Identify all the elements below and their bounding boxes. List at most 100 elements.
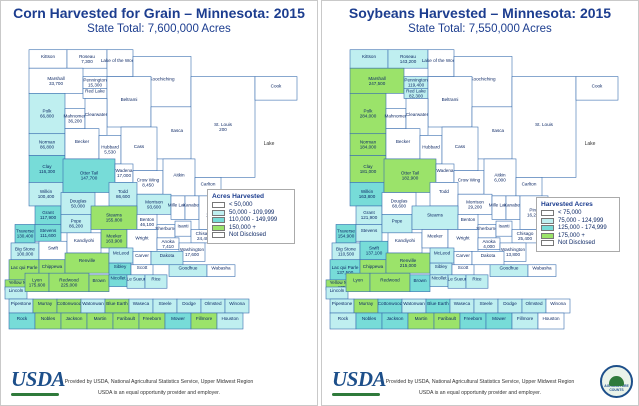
county-value-label: 100,000	[17, 251, 34, 256]
county-name-label: Traverse	[16, 229, 34, 234]
county-name-label: Wright	[135, 235, 149, 240]
county-nobles: Nobles	[355, 312, 383, 330]
county-name-label: Dakota	[481, 253, 496, 258]
county-value-label: 163,800	[359, 194, 376, 199]
county-shape	[254, 76, 298, 101]
county-shape	[527, 264, 557, 277]
county-rice: Rice	[465, 274, 489, 289]
county-name-label: Dodge	[503, 301, 517, 306]
county-name-label: Wadena	[437, 168, 454, 173]
county-name-label: Chisago	[196, 231, 213, 236]
county-name-label: Anoka	[482, 239, 495, 244]
county-value-label: 17,000	[117, 173, 131, 178]
county-value-label: 16,200	[527, 213, 541, 218]
county-shape	[162, 158, 196, 197]
county-name-label: Kandiyohi	[395, 238, 415, 243]
county-name-label: Meeker	[427, 234, 443, 239]
county-name-label: Stearns	[106, 213, 123, 218]
county-name-label: Rice	[472, 277, 482, 282]
county-name-label: Waseca	[454, 301, 471, 306]
county-value-label: 6,000	[494, 177, 506, 182]
county-martin: Martin	[407, 312, 435, 330]
county-name-label: Dakota	[160, 253, 175, 258]
county-lincoln: Lincoln	[4, 286, 28, 300]
county-faribault: Faribault	[112, 312, 140, 330]
county-name-label: Becker	[396, 139, 411, 144]
county-name-label: Jackson	[66, 316, 83, 321]
county-name-label: Becker	[75, 139, 90, 144]
county-value-label: 46,100	[140, 222, 154, 227]
county-name-label: Le Sueur	[127, 277, 146, 282]
county-jackson: Jackson	[381, 312, 409, 330]
corn-footer-provided: Provided by USDA, National Agricultural …	[64, 379, 254, 385]
county-name-label: Lyon	[353, 277, 363, 282]
county-name-label: Waseca	[133, 301, 150, 306]
county-name-label: Koochiching	[470, 77, 495, 82]
county-value-label: 147,700	[81, 176, 98, 181]
county-becker: Becker	[385, 128, 421, 160]
county-carver: Carver	[132, 251, 152, 266]
county-name-label: Goodhue	[500, 266, 519, 271]
soybean-footer-provided: Provided by USDA, National Agricultural …	[385, 379, 575, 385]
corn-legend-item: 110,000 - 149,999	[212, 217, 290, 223]
county-stevens: Stevens	[355, 224, 383, 242]
county-todd: Todd	[429, 182, 459, 207]
county-winona: Winona	[545, 298, 571, 314]
county-redwood: Redwood	[369, 272, 411, 292]
county-name-label: Pennington	[83, 77, 107, 82]
county-murray: Murray	[353, 298, 379, 314]
county-value-label: 182,900	[402, 176, 419, 181]
county-value-label: 137,500	[337, 270, 354, 275]
soybean-legend-item: Not Disclosed	[541, 240, 615, 246]
county-becker: Becker	[64, 128, 100, 160]
county-name-label: Cass	[455, 144, 466, 149]
county-pipestone: Pipestone	[329, 298, 355, 314]
county-name-label: Norman	[360, 140, 377, 145]
county-shape	[28, 93, 66, 135]
county-name-label: Aitkin	[173, 172, 185, 177]
county-name-label: Pine	[529, 208, 539, 213]
county-mahnomen: Mahnomen	[385, 108, 408, 129]
county-value-label: 25,400	[518, 236, 532, 241]
county-name-label: Roseau	[400, 54, 416, 59]
county-name-label: Winona	[229, 301, 245, 306]
county-wabasha: Wabasha	[206, 264, 236, 277]
county-value-label: 100,400	[38, 194, 55, 199]
county-shape	[465, 274, 489, 289]
soybean-state-total: State Total: 7,550,000 Acres	[408, 23, 552, 35]
county-name-label: Otter Tail	[401, 171, 419, 176]
county-name-label: Cook	[592, 83, 603, 88]
county-value-label: 17,600	[185, 252, 199, 257]
county-name-label: McLeod	[113, 251, 130, 256]
county-value-label: 4,000	[483, 244, 495, 249]
county-shape	[575, 76, 619, 101]
usda-logo: USDA	[332, 367, 387, 391]
county-name-label: Renville	[400, 258, 417, 263]
county-lake-of-the-woods: Lake of the Woods	[101, 49, 140, 77]
county-name-label: Steele	[479, 301, 492, 306]
county-name-label: Morrison	[466, 199, 484, 204]
county-name-label: Mahnomen	[64, 114, 87, 119]
county-watonwan: Watonwan	[401, 298, 427, 314]
county-dakota: Dakota	[150, 251, 184, 266]
county-name-label: McLeod	[434, 251, 451, 256]
county-value-label: 82,300	[409, 93, 423, 98]
county-winona: Winona	[224, 298, 250, 314]
county-stearns: Stearns	[411, 205, 459, 230]
county-name-label: Crow Wing	[137, 177, 160, 182]
